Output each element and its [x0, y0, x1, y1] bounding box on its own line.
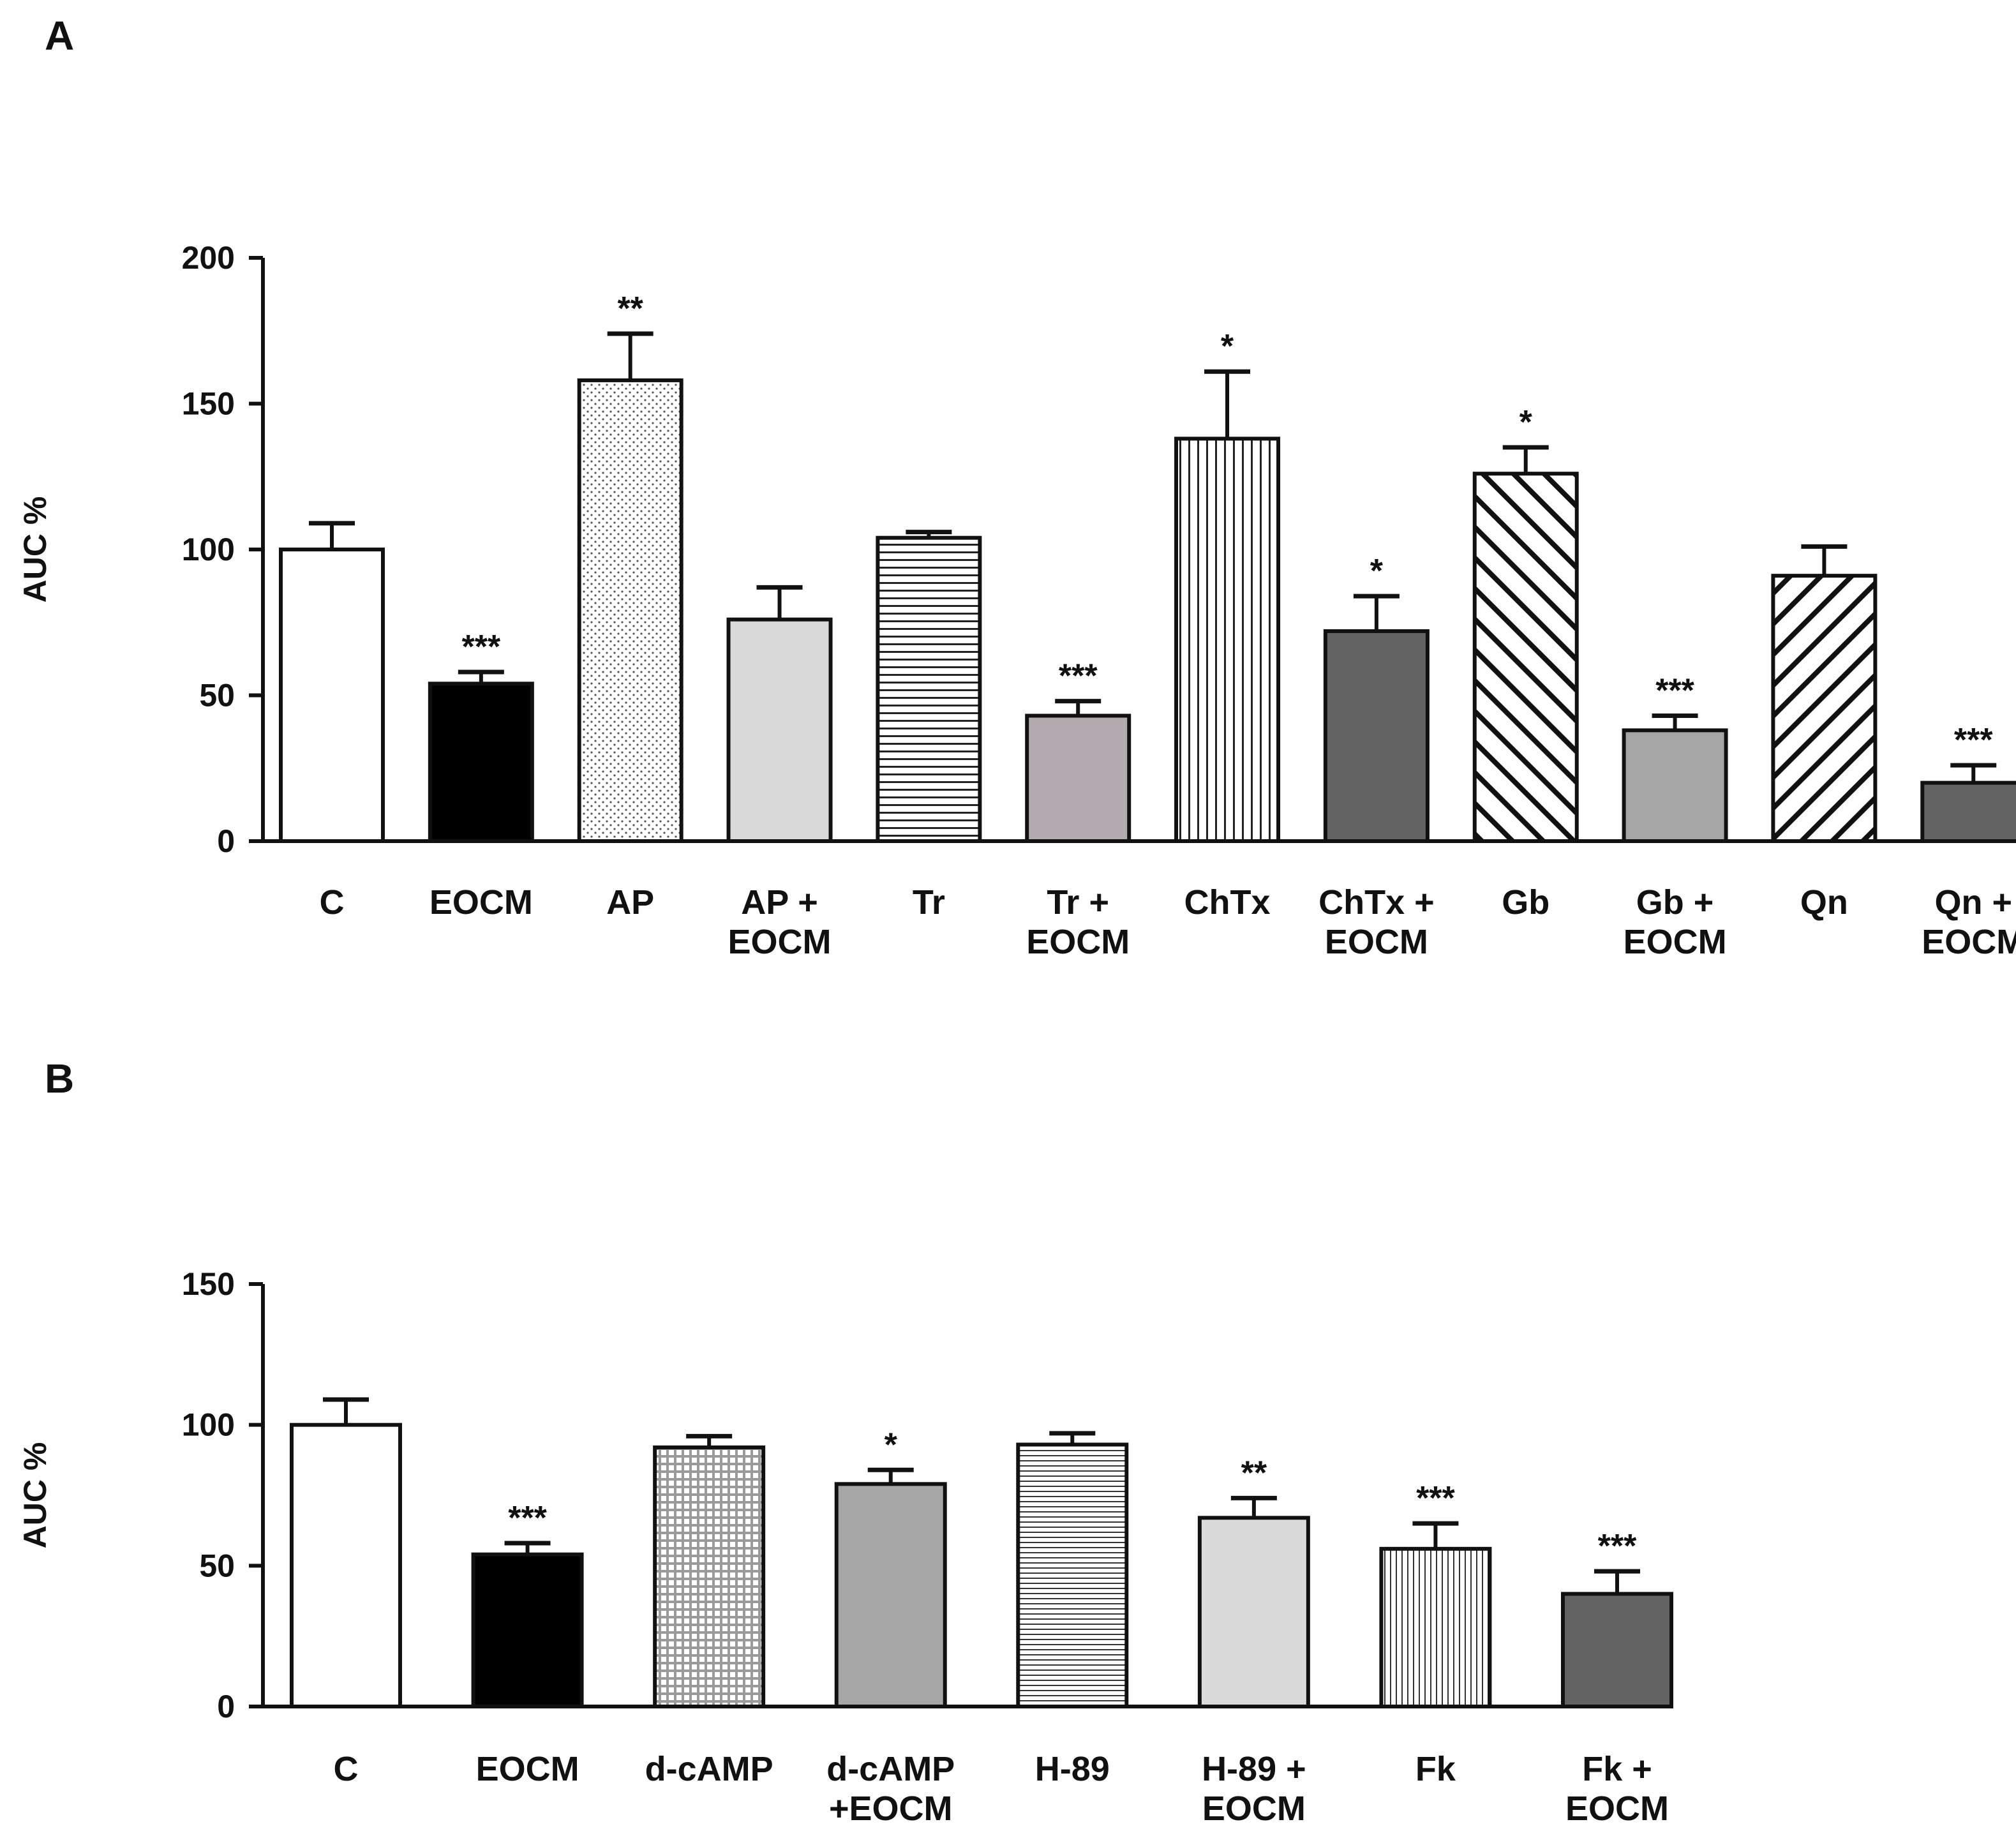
bar-ap [577, 378, 683, 843]
significance-label: *** [1655, 672, 1694, 709]
significance-label: * [885, 1426, 898, 1463]
category-label: Fk [1415, 1750, 1456, 1788]
category-label: EOCM [429, 883, 533, 922]
bar-chtx [1174, 437, 1281, 843]
bar-fk-eocm [1561, 1592, 1674, 1708]
category-label: Gb [1502, 883, 1549, 922]
y-tick-label: 150 [182, 1266, 235, 1302]
category-label: EOCM [1325, 923, 1428, 961]
category-label: ChTx [1184, 883, 1271, 922]
category-label: EOCM [476, 1750, 579, 1788]
category-label: Fk + [1582, 1750, 1652, 1788]
y-tick-label: 50 [199, 678, 235, 713]
y-tick-label: 0 [217, 1689, 235, 1724]
category-label: Gb + [1636, 883, 1714, 922]
significance-label: *** [508, 1500, 547, 1537]
bar-qn [1771, 574, 1878, 843]
bar-eocm [471, 1552, 584, 1708]
y-tick-label: 100 [182, 532, 235, 567]
category-label: Qn + [1934, 883, 2012, 922]
bar-tr [876, 535, 982, 843]
bar-gb [1472, 472, 1579, 843]
category-label: H-89 + [1202, 1750, 1306, 1788]
category-label: EOCM [1565, 1789, 1669, 1828]
significance-label: *** [461, 629, 500, 666]
category-label: EOCM [728, 923, 832, 961]
significance-label: *** [1059, 658, 1098, 695]
category-label: H-89 [1035, 1750, 1110, 1788]
significance-label: * [1221, 328, 1234, 365]
category-label: AP [606, 883, 654, 922]
y-tick-label: 100 [182, 1407, 235, 1443]
bar-chtx-eocm [1323, 629, 1430, 844]
bar-c [290, 1423, 402, 1709]
category-label: EOCM [1026, 923, 1130, 961]
bar-d-camp-eocm [834, 1482, 947, 1708]
y-tick-label: 50 [199, 1548, 235, 1583]
bar-h-89 [1016, 1442, 1129, 1709]
bar-d-camp [653, 1445, 766, 1709]
significance-label: *** [1598, 1528, 1637, 1565]
significance-label: *** [1416, 1480, 1455, 1517]
bar-qn-eocm [1920, 781, 2016, 843]
bar-tr-eocm [1025, 713, 1131, 843]
category-label: d-cAMP [645, 1750, 773, 1788]
bar-eocm [428, 682, 534, 843]
category-label: +EOCM [829, 1789, 953, 1828]
y-tick-label: 150 [182, 386, 235, 422]
significance-label: ** [617, 290, 643, 327]
bar-fk [1379, 1546, 1492, 1708]
significance-label: * [1519, 404, 1533, 441]
category-label: EOCM [1624, 923, 1727, 961]
y-axis-label: AUC % [17, 1442, 53, 1549]
bar-h-89-eocm [1197, 1516, 1310, 1708]
category-label: C [334, 1750, 359, 1788]
category-label: EOCM [1922, 923, 2016, 961]
category-label: Tr + [1047, 883, 1109, 922]
category-label: d-cAMP [826, 1750, 955, 1788]
category-label: ChTx + [1318, 883, 1435, 922]
significance-label: ** [1241, 1454, 1267, 1491]
significance-label: *** [1954, 722, 1993, 759]
category-label: EOCM [1202, 1789, 1306, 1828]
category-label: Tr [913, 883, 945, 922]
y-axis-label: AUC % [17, 497, 53, 603]
category-label: C [320, 883, 345, 922]
y-tick-label: 200 [182, 240, 235, 276]
bar-ap-eocm [726, 617, 833, 843]
y-tick-label: 0 [217, 823, 235, 859]
category-label: Qn [1800, 883, 1848, 922]
category-label: AP + [741, 883, 818, 922]
panel-letter-a: A [45, 13, 74, 59]
panel-letter-b: B [45, 1056, 74, 1102]
significance-label: * [1370, 553, 1384, 590]
bar-gb-eocm [1622, 728, 1728, 843]
bar-c [279, 548, 385, 843]
